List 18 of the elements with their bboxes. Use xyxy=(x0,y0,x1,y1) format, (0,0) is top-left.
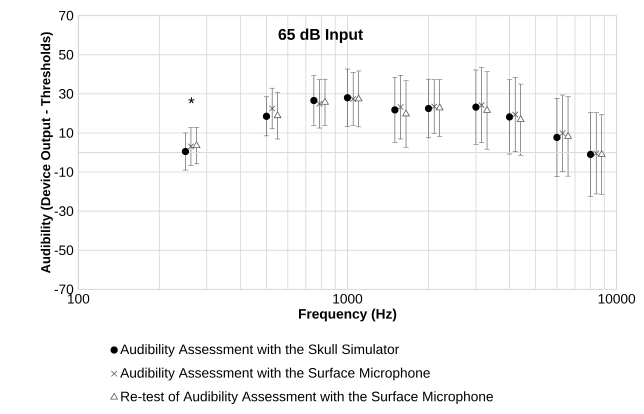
x-axis-title: Frequency (Hz) xyxy=(298,308,396,322)
x-tick-label: 10000 xyxy=(598,294,636,304)
x-tick-label: 100 xyxy=(68,294,90,304)
y-axis-title: Audibility (Device Output - Thresholds) xyxy=(40,32,53,273)
y-tick-label: 30 xyxy=(59,88,74,98)
y-tick-label: -30 xyxy=(54,206,74,216)
y-tick-label: 10 xyxy=(60,128,74,138)
legend-label: Audibility Assessment with the Skull Simulator xyxy=(120,344,400,357)
legend-label: Audibility Assessment with the Surface Microphone xyxy=(120,367,430,380)
text: 65 dB Input xyxy=(278,28,363,43)
annotation: * xyxy=(188,97,194,104)
y-tick-label: -70 xyxy=(54,284,74,294)
y-tick-label: -10 xyxy=(54,166,74,177)
legend-label: Re-test of Audibility Assessment with the Surface Microphone xyxy=(121,391,493,404)
y-tick-label: 70 xyxy=(59,10,74,20)
y-tick-label: -50 xyxy=(54,245,74,255)
y-tick-label: 50 xyxy=(59,50,74,60)
x-tick-label: 1000 xyxy=(333,294,362,304)
